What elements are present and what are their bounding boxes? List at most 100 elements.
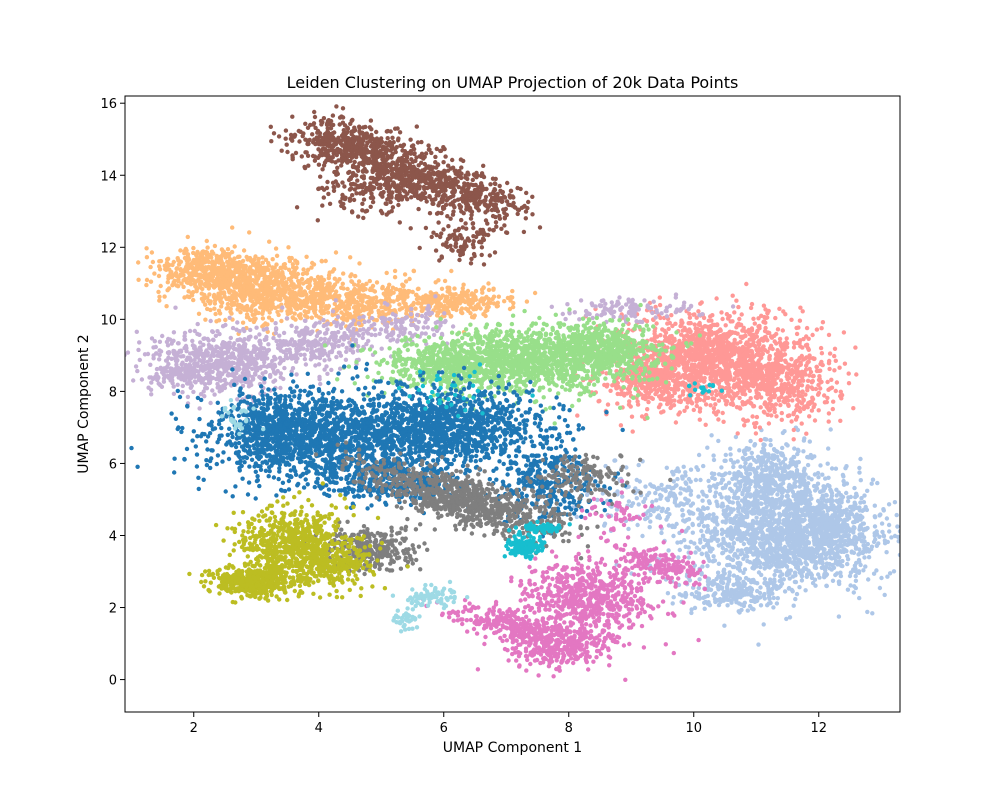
scatter-point xyxy=(865,541,870,547)
scatter-point xyxy=(713,402,718,407)
scatter-point xyxy=(780,481,786,486)
scatter-point xyxy=(796,378,802,384)
scatter-point xyxy=(794,331,800,337)
scatter-point xyxy=(827,358,832,364)
scatter-point xyxy=(686,366,691,371)
scatter-point xyxy=(857,525,863,531)
scatter-point xyxy=(842,523,847,528)
scatter-point xyxy=(712,476,717,482)
scatter-point xyxy=(737,568,743,573)
scatter-point xyxy=(887,571,893,576)
scatter-point xyxy=(791,561,797,566)
scatter-point xyxy=(680,476,685,481)
scatter-point xyxy=(777,474,782,479)
scatter-point xyxy=(857,470,862,475)
scatter-point xyxy=(832,368,837,373)
scatter-point xyxy=(728,486,733,492)
scatter-point xyxy=(794,325,799,331)
scatter-point xyxy=(801,397,806,402)
scatter-point xyxy=(804,363,809,368)
scatter-point xyxy=(768,438,773,443)
scatter-point xyxy=(689,607,694,612)
scatter-point xyxy=(751,360,757,366)
scatter-point xyxy=(731,495,737,500)
scatter-point xyxy=(777,340,783,345)
scatter-point xyxy=(678,323,683,329)
scatter-point xyxy=(715,322,720,328)
scatter-point xyxy=(698,346,703,351)
scatter-point xyxy=(669,486,674,491)
scatter-point xyxy=(671,595,676,600)
scatter-point xyxy=(865,525,870,531)
scatter-point xyxy=(872,503,877,508)
scatter-point xyxy=(761,446,766,451)
scatter-point xyxy=(716,472,722,477)
scatter-point xyxy=(820,362,825,368)
scatter-point xyxy=(821,548,827,553)
scatter-point xyxy=(776,398,782,403)
scatter-point xyxy=(701,463,706,469)
scatter-point xyxy=(742,388,747,393)
scatter-point xyxy=(716,417,721,422)
scatter-point xyxy=(746,446,752,451)
scatter-point xyxy=(834,380,840,385)
scatter-point xyxy=(862,493,867,498)
scatter-point xyxy=(791,345,797,350)
scatter-point xyxy=(690,357,695,362)
scatter-point xyxy=(667,339,672,344)
scatter-point xyxy=(797,475,803,481)
scatter-point xyxy=(752,469,758,475)
scatter-point xyxy=(698,338,703,343)
scatter-point xyxy=(723,323,728,328)
scatter-point xyxy=(731,464,736,470)
scatter-point xyxy=(799,421,804,426)
scatter-point xyxy=(693,550,698,555)
scatter-point xyxy=(807,518,813,523)
scatter-point xyxy=(785,535,790,540)
scatter-point xyxy=(714,532,719,537)
scatter-point xyxy=(737,405,742,410)
scatter-point xyxy=(872,524,878,529)
scatter-point xyxy=(808,369,814,375)
scatter-point xyxy=(720,592,725,597)
scatter-point xyxy=(784,616,789,622)
scatter-point xyxy=(704,349,710,354)
scatter-point xyxy=(706,556,711,561)
scatter-point xyxy=(735,555,740,560)
scatter-point xyxy=(829,507,834,512)
scatter-point xyxy=(824,512,830,517)
scatter-point xyxy=(772,572,777,578)
scatter-point xyxy=(727,542,732,547)
scatter-point xyxy=(826,543,832,549)
scatter-point xyxy=(696,593,702,599)
scatter-point xyxy=(736,383,741,389)
scatter-point xyxy=(807,414,812,419)
scatter-point xyxy=(792,515,797,521)
scatter-point xyxy=(683,592,689,597)
scatter-point xyxy=(785,529,790,534)
scatter-point xyxy=(772,505,778,511)
scatter-point xyxy=(716,438,721,444)
scatter-point xyxy=(714,412,719,417)
scatter-point xyxy=(723,385,729,391)
scatter-point xyxy=(705,513,710,519)
scatter-point xyxy=(777,574,783,579)
scatter-point xyxy=(858,456,863,462)
scatter-point xyxy=(682,348,687,354)
scatter-point xyxy=(634,477,639,483)
scatter-point xyxy=(807,503,812,508)
scatter-point xyxy=(848,583,853,588)
scatter-point xyxy=(753,431,759,436)
scatter-point xyxy=(728,516,733,522)
scatter-point xyxy=(789,317,794,322)
scatter-point xyxy=(730,557,735,563)
scatter-point xyxy=(723,336,728,341)
scatter-point xyxy=(768,387,773,392)
scatter-point xyxy=(773,562,778,568)
scatter-point xyxy=(733,482,738,488)
scatter-point xyxy=(800,371,805,377)
scatter-point xyxy=(662,328,667,333)
scatter-point xyxy=(702,378,707,384)
scatter-point xyxy=(847,573,853,579)
scatter-point xyxy=(805,378,811,383)
